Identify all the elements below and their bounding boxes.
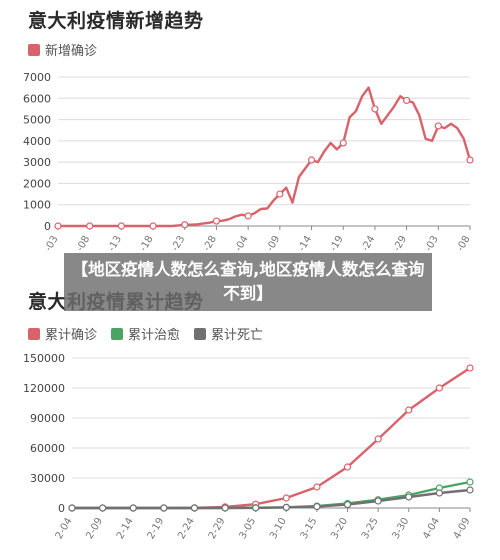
- data-point: [117, 222, 125, 230]
- x-tick-label: 2-04: [54, 516, 75, 541]
- x-tick-label: 3-20: [329, 516, 350, 541]
- x-tick-label: 2-14: [115, 516, 136, 541]
- data-point: [149, 222, 157, 230]
- data-point: [244, 212, 252, 220]
- data-point: [276, 190, 284, 198]
- x-tick-label: 3-05: [237, 516, 258, 541]
- y-tick-label: 6000: [23, 92, 51, 105]
- y-tick-label: 0: [44, 220, 51, 233]
- data-point: [374, 497, 382, 505]
- data-point: [54, 222, 62, 230]
- series-line: [72, 488, 471, 510]
- y-tick-label: 4000: [23, 135, 51, 148]
- y-tick-label: 90000: [30, 412, 65, 425]
- y-tick-label: 3000: [23, 156, 51, 169]
- y-tick-label: 1000: [23, 199, 51, 212]
- data-point: [313, 503, 321, 511]
- data-point: [434, 122, 442, 130]
- x-tick-label: 3-25: [360, 516, 381, 541]
- data-point: [466, 486, 474, 494]
- series-line: [72, 366, 471, 510]
- x-tick-label: 2-29: [207, 516, 228, 541]
- data-point: [466, 156, 474, 164]
- x-tick-label: 4-04: [421, 516, 442, 541]
- x-tick-label: 3-30: [390, 516, 411, 541]
- x-tick-label: 4-09: [452, 516, 473, 541]
- legend-item[interactable]: 累计治愈: [111, 324, 180, 343]
- x-tick-label: 3-10: [268, 516, 289, 541]
- data-point: [282, 494, 290, 502]
- x-tick-label: 2-24: [176, 516, 197, 541]
- data-point: [374, 435, 382, 443]
- chart-1-title: 意大利疫情新增趋势: [28, 10, 204, 32]
- data-point: [181, 221, 189, 229]
- data-point: [99, 504, 107, 512]
- legend-item[interactable]: 新增确诊: [28, 40, 97, 59]
- data-point: [371, 105, 379, 113]
- legend-label: 新增确诊: [45, 44, 98, 59]
- data-point: [343, 501, 352, 509]
- data-point: [466, 364, 474, 372]
- legend-label: 累计治愈: [128, 328, 181, 343]
- legend-swatch: [194, 327, 207, 340]
- legend-swatch: [28, 327, 40, 340]
- series-line: [58, 86, 472, 228]
- data-point: [405, 406, 413, 414]
- chart-1-legend: 新增确诊: [28, 40, 97, 59]
- y-tick-label: 150000: [23, 352, 65, 365]
- y-tick-label: 7000: [23, 71, 51, 84]
- y-tick-label: 60000: [30, 442, 65, 455]
- x-tick-label: 2-09: [84, 516, 105, 541]
- data-point: [313, 483, 321, 491]
- data-point: [339, 139, 347, 147]
- legend-swatch: [111, 327, 124, 340]
- x-tick-label: 2-19: [146, 516, 167, 541]
- y-tick-label: 5000: [23, 114, 51, 127]
- data-point: [405, 493, 413, 501]
- data-point: [160, 504, 168, 512]
- y-tick-label: 2000: [23, 177, 51, 190]
- chart-2-legend: 累计确诊 累计治愈 累计死亡: [28, 324, 263, 343]
- data-point: [190, 504, 199, 512]
- data-point: [221, 504, 229, 512]
- legend-swatch: [28, 43, 40, 56]
- data-point: [86, 222, 94, 230]
- y-tick-label: 120000: [23, 382, 65, 395]
- data-point: [68, 504, 76, 512]
- data-point: [466, 478, 474, 486]
- legend-item[interactable]: 累计死亡: [194, 324, 263, 343]
- data-point: [252, 504, 260, 512]
- legend-label: 累计死亡: [211, 328, 264, 343]
- x-tick-label: 3-15: [299, 516, 320, 541]
- data-point: [403, 96, 411, 105]
- data-point: [129, 504, 137, 512]
- data-point: [435, 489, 443, 497]
- legend-label: 累计确诊: [45, 328, 98, 343]
- data-point: [307, 156, 316, 164]
- data-point: [212, 217, 221, 225]
- overlay-caption: 【地区疫情人数怎么查询,地区疫情人数怎么查询不到】: [64, 253, 432, 311]
- data-point: [282, 503, 290, 511]
- data-point: [343, 463, 352, 471]
- legend-item[interactable]: 累计确诊: [28, 324, 97, 343]
- y-tick-label: 30000: [30, 472, 65, 485]
- y-tick-label: 0: [58, 502, 65, 515]
- data-point: [435, 384, 443, 392]
